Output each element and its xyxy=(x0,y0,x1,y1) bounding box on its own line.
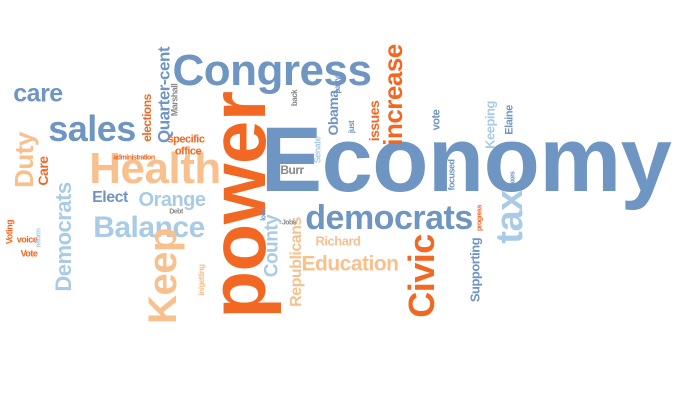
word-office: office xyxy=(174,145,202,158)
word-voice: voice xyxy=(16,234,38,245)
word-back: back xyxy=(290,89,299,107)
word-republicans: Republicans xyxy=(288,217,305,307)
word-keep: Keep xyxy=(141,228,185,324)
word-issues: issues xyxy=(366,100,382,142)
word-orange: Orange xyxy=(138,189,206,211)
word-specific: specific xyxy=(167,133,205,146)
word-jobs: Jobs xyxy=(281,219,297,227)
word-civic: Civic xyxy=(401,234,442,318)
word-education: Education xyxy=(301,252,399,276)
word-vote-lower: vote xyxy=(430,109,443,131)
word-reform: reform xyxy=(35,228,43,248)
word-care: Care xyxy=(35,156,51,186)
word-democrats-lower: democrats xyxy=(305,199,473,237)
word-taxes: Taxes xyxy=(509,171,517,189)
word-power: power xyxy=(194,91,282,319)
word-richard: Richard xyxy=(315,233,361,249)
word-keeping: Keeping xyxy=(482,101,498,149)
word-senate: Senate xyxy=(312,136,323,164)
word-elaine: Elaine xyxy=(503,105,516,135)
word-balance: Balance xyxy=(93,211,205,244)
word-in-getting: in/getting xyxy=(197,264,206,296)
word-sales: sales xyxy=(48,108,136,149)
word-elections: elections xyxy=(140,94,154,142)
word-care-lower: care xyxy=(13,79,63,108)
word-health: Health xyxy=(89,144,221,193)
word-congress: Congress xyxy=(172,46,372,95)
word-burr: Burr xyxy=(280,163,304,177)
word-focused: focused xyxy=(446,159,457,191)
word-progress: progress xyxy=(476,205,484,231)
word-duty: Duty xyxy=(9,132,39,188)
word-party: party xyxy=(333,76,342,94)
word-administration: administration xyxy=(113,154,155,162)
word-just: just xyxy=(347,120,356,134)
word-marshall: Marshall xyxy=(169,83,180,117)
word-democrats: Democrats xyxy=(51,182,76,292)
word-vote: Vote xyxy=(20,248,38,259)
word-increase: increase xyxy=(378,44,408,146)
word-supporting: Supporting xyxy=(467,237,483,303)
word-county: County xyxy=(261,214,283,278)
word-debt: Debt xyxy=(169,208,183,216)
word-obama: Obama xyxy=(325,90,341,136)
word-economy: Economy xyxy=(260,109,672,211)
word-elect: Elect xyxy=(92,189,128,206)
word-voting: Voting xyxy=(4,219,15,245)
word-local: local xyxy=(260,207,268,221)
word-tax: tax xyxy=(489,190,531,244)
